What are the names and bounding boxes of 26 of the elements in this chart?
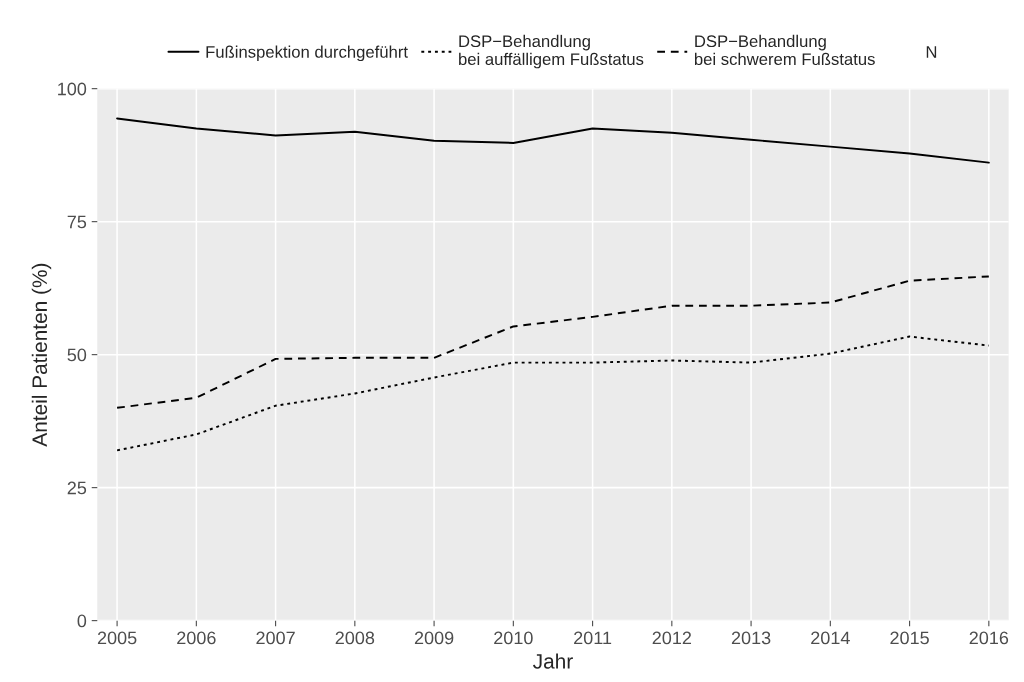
y-axis-title: Anteil Patienten (%) [31, 263, 52, 447]
y-tick-label: 0 [77, 614, 87, 628]
x-tick-label: 2010 [494, 631, 533, 645]
x-tick-label: 2009 [414, 631, 454, 645]
x-tick-label: 2015 [890, 631, 929, 645]
legend-label: DSP−Behandlung bei auffälligem Fußstatus [459, 34, 644, 69]
line-series [116, 335, 990, 452]
x-tick-label: 2012 [652, 631, 692, 645]
x-tick-label: 2011 [574, 631, 612, 645]
x-axis-title: Jahr [533, 653, 573, 669]
legend-label: Fußinspektion durchgeführt [206, 45, 408, 62]
line-series [116, 275, 990, 409]
x-tick-label: 2005 [97, 631, 137, 645]
y-tick-label: 100 [58, 82, 87, 96]
line-series [116, 117, 990, 164]
y-tick-label: 50 [67, 348, 87, 362]
x-tick-label: 2007 [256, 631, 295, 645]
x-tick-label: 2013 [731, 631, 771, 645]
x-tick-label: 2016 [969, 631, 1009, 645]
legend-label: N [926, 46, 937, 58]
legend-label: DSP−Behandlung bei schwerem Fußstatus [694, 34, 875, 66]
x-tick-label: 2014 [811, 631, 850, 645]
x-tick-label: 2008 [335, 631, 375, 645]
x-tick-label: 2006 [177, 631, 216, 645]
y-tick-label: 75 [67, 215, 87, 229]
y-tick-label: 25 [67, 481, 87, 495]
